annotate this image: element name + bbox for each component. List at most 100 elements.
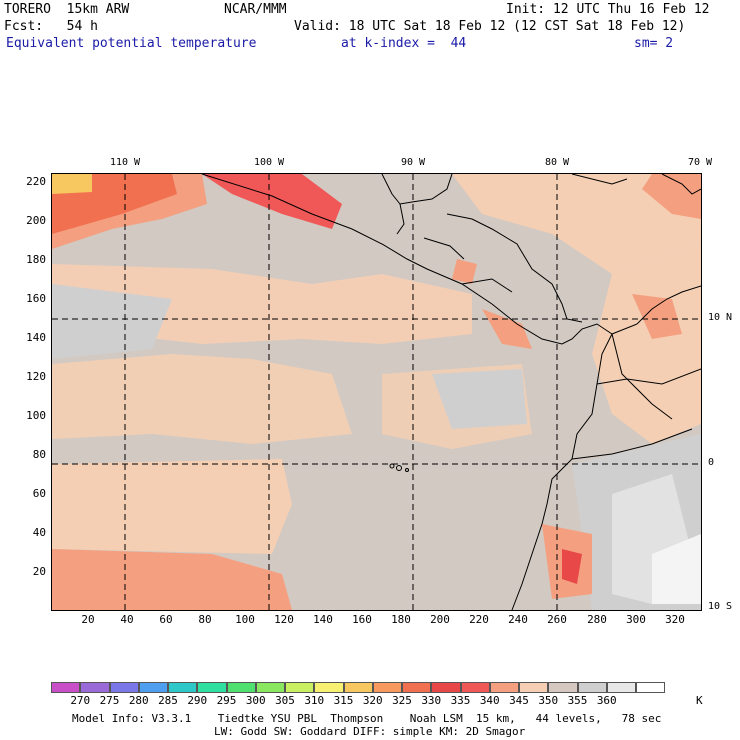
galapagos-island-3 [405,468,409,472]
colorbar-label: 290 [187,694,208,707]
valid-time: Valid: 18 UTC Sat 18 Feb 12 (12 CST Sat … [294,19,686,34]
colorbar-label: 345 [509,694,529,707]
border-ecuador [596,368,701,385]
colorbar [51,682,666,693]
colorbar-label: 335 [450,694,471,707]
colorbar-swatch [343,682,373,693]
lat-label-equator: 0 [708,457,715,468]
colorbar-swatch [314,682,344,693]
cool-patch-center [432,369,527,429]
colorbar-label: 280 [128,694,149,707]
colorbar-swatch [255,682,285,693]
x-tick: 80 [198,613,212,626]
colorbar-label: 350 [538,694,559,707]
lon-label-100w: 100 W [253,157,285,168]
colorbar-label: 355 [567,694,588,707]
y-tick: 40 [32,526,46,539]
colorbar-label: 320 [362,694,383,707]
colorbar-label: 275 [99,694,120,707]
graticule [52,174,701,610]
yucatan-coastline [381,174,453,205]
x-tick: 280 [587,613,607,626]
colorbar-swatch [372,682,402,693]
colorbar-label: 295 [216,694,237,707]
warm-region-central [52,354,352,444]
yellow-band-northwest [52,174,92,194]
hot-patch-peru [562,549,582,584]
lon-label-110w: 110 W [109,157,141,168]
border-peru [571,428,693,460]
colorbar-label: 325 [392,694,412,707]
x-tick: 60 [159,613,173,626]
colorbar-swatch [226,682,256,693]
y-tick: 80 [32,448,46,461]
border-guatemala [396,203,405,235]
colorbar-unit: K [696,694,703,707]
colorbar-swatch [548,682,578,693]
colorbar-swatch [402,682,432,693]
lat-label-10s: 10 S [708,601,733,612]
colorbar-swatch [168,682,198,693]
colorbar-swatch [197,682,227,693]
colorbar-label: 360 [596,694,617,707]
x-tick: 200 [430,613,450,626]
colorbar-swatch [80,682,110,693]
colorbar-swatch [285,682,315,693]
x-tick: 40 [120,613,134,626]
x-tick: 320 [665,613,685,626]
x-tick: 240 [508,613,528,626]
x-tick: 300 [626,613,646,626]
y-tick: 60 [32,487,46,500]
x-tick: 20 [81,613,95,626]
colorbar-label: 340 [479,694,500,707]
warm-region-caribbean [452,174,701,274]
model-info-line2: LW: Godd SW: Goddard DIFF: simple KM: 2D… [214,725,526,738]
warm-patch-venezuela [632,294,682,339]
cuba-coastline [571,174,628,185]
colorbar-label: 315 [333,694,354,707]
warm-patch-caribbean-east [642,174,701,219]
theta-e-field [52,174,701,610]
y-tick: 20 [32,565,46,578]
model-info-line1: Model Info: V3.3.1 Tiedtke YSU PBL Thomp… [72,712,662,725]
cool-patch-west [52,284,172,359]
colorbar-swatch [636,682,666,693]
caribbean-coastline [446,213,583,323]
warm-patch-central-america [452,259,477,284]
colorbar-swatch [51,682,81,693]
colorbar-swatch [577,682,607,693]
warm-region-southwest [52,459,292,554]
lon-label-80w: 80 W [544,157,570,168]
colorbar-swatch [431,682,461,693]
x-tick: 160 [352,613,372,626]
forecast-hour: Fcst: 54 h [4,19,98,34]
y-tick: 220 [26,175,46,188]
x-tick: 220 [469,613,489,626]
colorbar-label: 305 [275,694,295,707]
border-nicaragua [461,278,513,293]
warm-region-colombia [592,244,701,444]
colorbar-label: 330 [421,694,442,707]
colorbar-label: 285 [158,694,178,707]
x-tick: 120 [274,613,294,626]
colorbar-swatch [606,682,636,693]
border-colombia [611,333,673,420]
lon-label-70w: 70 W [687,157,713,168]
init-time: Init: 12 UTC Thu 16 Feb 12 [506,2,710,17]
colorbar-label: 300 [245,694,266,707]
colorbar-label: 310 [304,694,325,707]
y-tick: 160 [26,292,46,305]
model-title: TORERO 15km ARW [4,2,130,17]
galapagos-island-2 [396,465,402,471]
field-name: Equivalent potential temperature [6,36,257,51]
lon-label-90w: 90 W [400,157,426,168]
pacific-coastline [201,174,613,610]
center-name: NCAR/MMM [224,2,287,17]
colorbar-label: 270 [70,694,91,707]
smoothing-info: sm= 2 [634,36,674,51]
y-tick: 100 [26,409,46,422]
y-tick: 200 [26,214,46,227]
y-tick: 120 [26,370,46,383]
x-tick: 260 [547,613,567,626]
lat-label-10n: 10 N [708,312,733,323]
